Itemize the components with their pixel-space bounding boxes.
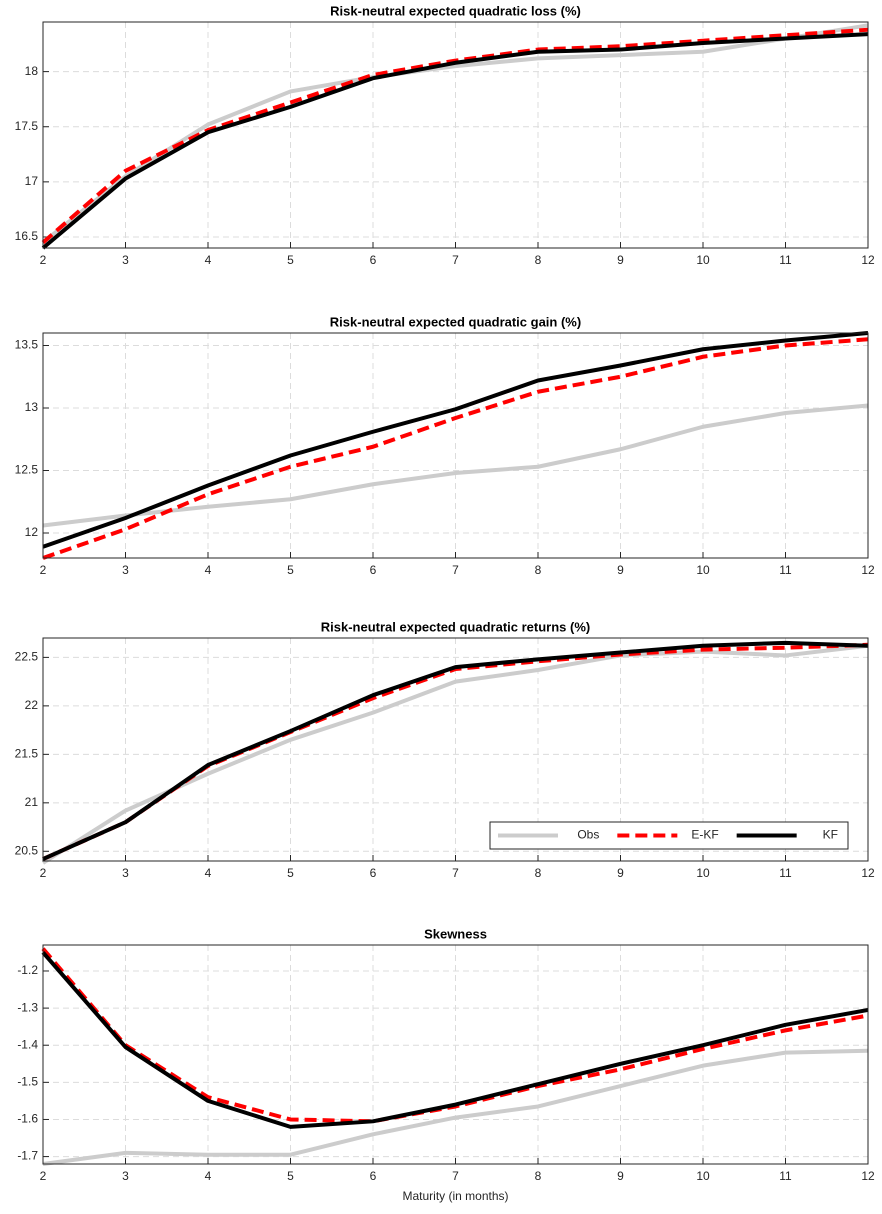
y-tick-label: -1.5 xyxy=(17,1075,38,1089)
legend-label: E-KF xyxy=(691,828,718,842)
legend-label: KF xyxy=(823,828,838,842)
x-tick-label: 4 xyxy=(205,1169,212,1183)
x-tick-label: 12 xyxy=(861,866,875,880)
series-line xyxy=(41,27,869,244)
x-tick-label: 6 xyxy=(370,563,377,577)
axes-box xyxy=(42,332,869,559)
x-tick-label: 5 xyxy=(287,1169,294,1183)
x-tick-label: 5 xyxy=(287,866,294,880)
chart-title: Skewness xyxy=(424,926,487,941)
legend: Obs E-KF KF xyxy=(489,821,849,850)
x-tick-label: 7 xyxy=(452,866,459,880)
y-tick-label: 18 xyxy=(25,64,39,78)
x-tick-label: 3 xyxy=(122,563,129,577)
x-tick-label: 3 xyxy=(122,253,129,267)
x-tick-label: 8 xyxy=(535,253,542,267)
x-tick-label: 3 xyxy=(122,866,129,880)
x-tick-label: 11 xyxy=(779,1169,792,1183)
y-tick-label: 17.5 xyxy=(15,119,39,133)
y-tick-label: -1.7 xyxy=(17,1149,38,1163)
series-line xyxy=(42,1048,869,1166)
x-tick-label: 4 xyxy=(205,563,212,577)
x-tick-label: 8 xyxy=(535,563,542,577)
x-tick-label: 5 xyxy=(287,563,294,577)
x-tick-label: 10 xyxy=(696,1169,710,1183)
x-tick-label: 3 xyxy=(122,1169,129,1183)
x-tick-label: 9 xyxy=(617,563,624,577)
chart-title: Risk-neutral expected quadratic loss (%) xyxy=(330,3,581,18)
y-tick-label: -1.2 xyxy=(17,963,38,977)
subplot: 2 3 4 5 6 7 8 9 10 11 12 20.5 21 21.5 22 22.5 Risk-neutr… xyxy=(15,619,875,880)
chart-title: Risk-neutral expected quadratic returns … xyxy=(321,619,590,634)
x-tick-label: 4 xyxy=(205,866,212,880)
x-tick-label: 12 xyxy=(861,1169,875,1183)
y-tick-label: 17 xyxy=(25,174,39,188)
x-tick-label: 5 xyxy=(287,253,294,267)
subplot: 2 3 4 5 6 7 8 9 10 11 12 16.5 17 17.5 18 Risk-neutral e… xyxy=(15,3,875,267)
series-line xyxy=(42,337,869,560)
series-line xyxy=(42,331,869,549)
x-tick-label: 11 xyxy=(779,253,792,267)
x-tick-label: 4 xyxy=(205,253,212,267)
y-tick-label: 13.5 xyxy=(15,338,39,352)
subplot: 2 3 4 5 6 7 8 9 10 11 12 -1.7 -1.6 -1.5 -1.4 -1.3 -1.2 Sk… xyxy=(17,926,875,1203)
y-tick-label: 16.5 xyxy=(15,229,39,243)
x-axis-label: Maturity (in months) xyxy=(402,1189,508,1203)
x-tick-label: 12 xyxy=(861,253,875,267)
legend-label: Obs xyxy=(577,828,599,842)
axes-box xyxy=(42,944,869,1165)
x-tick-label: 10 xyxy=(696,253,710,267)
y-tick-label: -1.3 xyxy=(17,1000,38,1014)
y-tick-label: 20.5 xyxy=(15,843,39,857)
x-tick-label: 9 xyxy=(617,253,624,267)
x-tick-label: 11 xyxy=(779,563,792,577)
y-tick-label: 21.5 xyxy=(15,747,39,761)
x-tick-label: 6 xyxy=(370,1169,377,1183)
x-tick-label: 6 xyxy=(370,253,377,267)
x-tick-label: 9 xyxy=(617,1169,624,1183)
x-tick-label: 2 xyxy=(40,866,47,880)
y-tick-label: 12 xyxy=(25,525,39,539)
x-tick-label: 11 xyxy=(779,866,792,880)
x-tick-label: 7 xyxy=(452,563,459,577)
y-tick-label: 13 xyxy=(25,400,39,414)
y-tick-label: 21 xyxy=(25,795,39,809)
series-line xyxy=(41,951,869,1129)
x-tick-label: 6 xyxy=(370,866,377,880)
x-tick-label: 2 xyxy=(40,1169,47,1183)
y-tick-label: -1.4 xyxy=(17,1037,38,1051)
axes-box xyxy=(42,637,869,862)
series-line xyxy=(42,403,869,528)
x-tick-label: 8 xyxy=(535,1169,542,1183)
x-tick-label: 10 xyxy=(696,563,710,577)
x-tick-label: 8 xyxy=(535,866,542,880)
x-tick-label: 12 xyxy=(861,563,875,577)
series-line xyxy=(41,32,869,250)
chart-title: Risk-neutral expected quadratic gain (%) xyxy=(330,314,581,329)
y-tick-label: 22 xyxy=(25,698,39,712)
x-tick-label: 2 xyxy=(40,253,47,267)
x-tick-label: 7 xyxy=(452,253,459,267)
y-tick-label: 22.5 xyxy=(15,650,39,664)
x-tick-label: 7 xyxy=(452,1169,459,1183)
x-tick-label: 10 xyxy=(696,866,710,880)
y-tick-label: -1.6 xyxy=(17,1112,38,1126)
x-tick-label: 9 xyxy=(617,866,624,880)
subplot: 2 3 4 5 6 7 8 9 10 11 12 12 12.5 13 13.5 Risk-neutral e… xyxy=(15,314,875,577)
y-tick-label: 12.5 xyxy=(15,463,39,477)
axes-box xyxy=(42,21,869,249)
x-tick-label: 2 xyxy=(40,563,47,577)
series-line xyxy=(42,640,869,861)
